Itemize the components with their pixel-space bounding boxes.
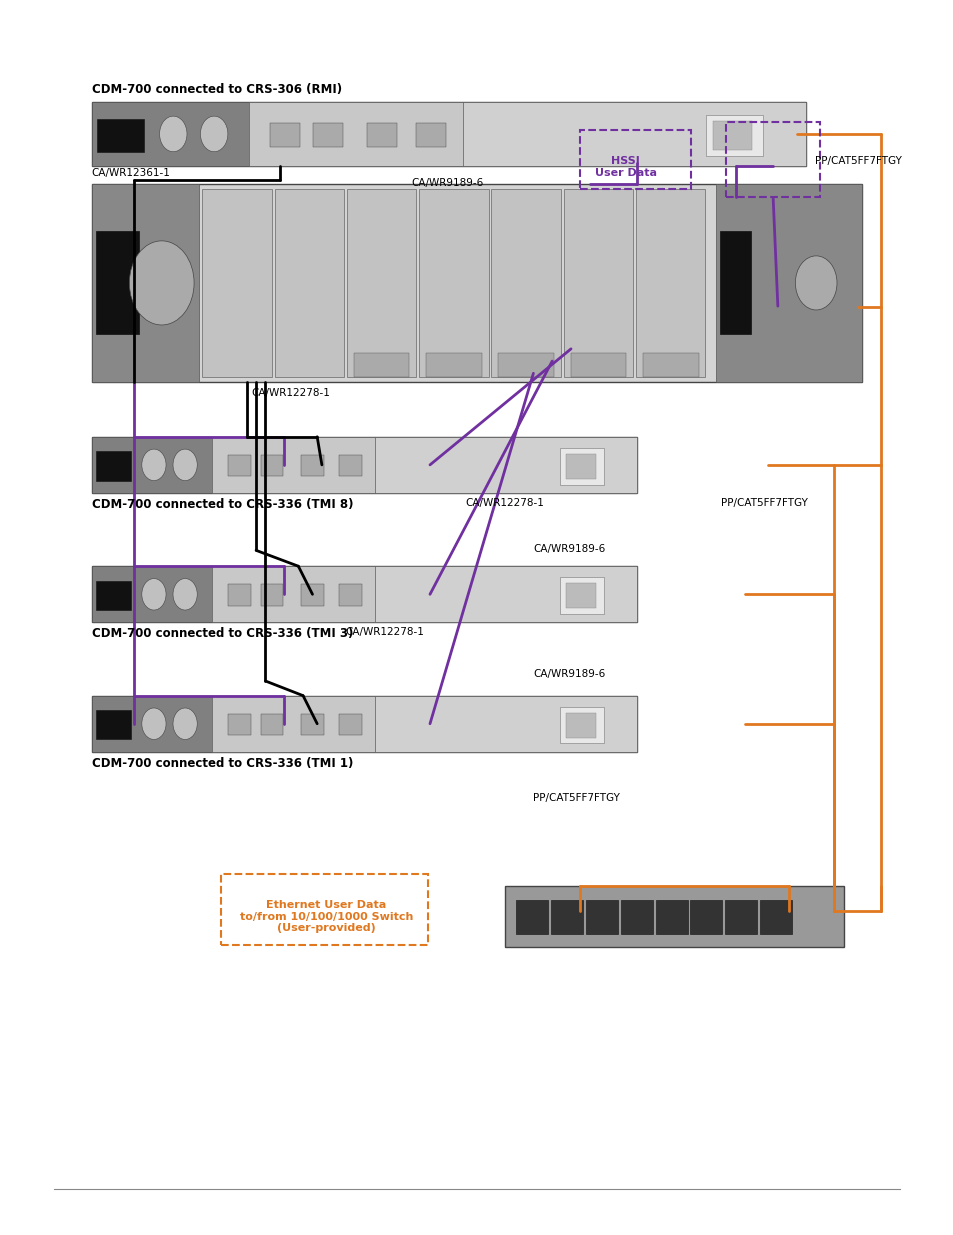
Bar — [724, 900, 757, 934]
Text: PP/CAT5FF7FTGY: PP/CAT5FF7FTGY — [533, 793, 619, 803]
Text: PP/CAT5FF7FTGY: PP/CAT5FF7FTGY — [815, 156, 902, 165]
Text: CA/WR12278-1: CA/WR12278-1 — [251, 388, 330, 398]
Bar — [249, 103, 462, 165]
Text: PP/CAT5FF7FTGY: PP/CAT5FF7FTGY — [720, 498, 807, 508]
Bar — [565, 453, 596, 479]
Ellipse shape — [795, 256, 836, 310]
Ellipse shape — [130, 241, 193, 325]
Bar — [274, 189, 344, 377]
Bar — [338, 584, 361, 605]
Bar — [270, 122, 300, 147]
Bar — [713, 121, 752, 149]
Bar — [96, 580, 132, 610]
Bar — [301, 714, 324, 735]
Bar — [560, 448, 603, 484]
Bar — [260, 714, 283, 735]
Bar — [221, 874, 428, 945]
Bar — [375, 437, 637, 493]
Bar — [563, 189, 633, 377]
Bar — [91, 695, 212, 752]
Bar — [354, 353, 409, 377]
Bar — [260, 584, 283, 605]
Bar — [375, 695, 637, 752]
Bar — [91, 184, 199, 382]
Bar — [560, 706, 603, 743]
Bar — [715, 184, 862, 382]
Bar — [375, 566, 637, 622]
Bar — [301, 584, 324, 605]
Bar — [97, 119, 144, 152]
Bar — [720, 231, 750, 335]
Bar — [418, 189, 488, 377]
Bar — [91, 184, 862, 382]
Bar — [228, 714, 251, 735]
Bar — [91, 103, 249, 165]
Bar — [570, 353, 625, 377]
Bar — [690, 900, 721, 934]
Bar — [212, 695, 375, 752]
Text: CA/WR9189-6: CA/WR9189-6 — [411, 178, 483, 188]
Bar — [636, 189, 704, 377]
Bar — [416, 122, 445, 147]
Bar — [366, 122, 396, 147]
Text: CA/WR9189-6: CA/WR9189-6 — [533, 545, 605, 555]
Bar — [91, 437, 212, 493]
Text: CDM-700 connected to CRS-306 (RMI): CDM-700 connected to CRS-306 (RMI) — [91, 83, 341, 96]
Ellipse shape — [172, 578, 197, 610]
Bar — [91, 695, 637, 752]
Bar — [91, 566, 637, 622]
Bar — [96, 231, 138, 335]
Bar — [212, 566, 375, 622]
Bar — [565, 583, 596, 609]
Bar — [91, 103, 805, 165]
Bar — [96, 710, 132, 740]
Bar — [491, 189, 560, 377]
Bar — [551, 900, 582, 934]
Bar — [462, 103, 805, 165]
Text: CA/WR12361-1: CA/WR12361-1 — [91, 168, 171, 178]
Bar — [565, 713, 596, 737]
Bar — [497, 353, 554, 377]
Bar — [96, 451, 132, 480]
Bar — [202, 189, 272, 377]
Bar — [505, 887, 842, 947]
Bar — [655, 900, 687, 934]
Bar — [579, 130, 691, 189]
Bar — [516, 900, 548, 934]
Text: CA/WR9189-6: CA/WR9189-6 — [533, 669, 605, 679]
Bar — [725, 122, 820, 198]
Bar — [91, 437, 637, 493]
Bar — [228, 584, 251, 605]
Bar — [228, 454, 251, 477]
Ellipse shape — [172, 450, 197, 480]
Text: HSSI
User Data: HSSI User Data — [594, 156, 656, 178]
Bar — [585, 900, 618, 934]
Ellipse shape — [159, 116, 187, 152]
Text: CDM-700 connected to CRS-336 (TMI 3): CDM-700 connected to CRS-336 (TMI 3) — [91, 627, 353, 640]
Bar — [301, 454, 324, 477]
Ellipse shape — [142, 450, 166, 480]
Ellipse shape — [142, 708, 166, 740]
Ellipse shape — [172, 708, 197, 740]
Bar — [760, 900, 791, 934]
Bar — [642, 353, 698, 377]
Bar — [212, 437, 375, 493]
Bar — [705, 115, 762, 156]
Bar — [338, 714, 361, 735]
Bar — [620, 900, 652, 934]
Text: CA/WR12278-1: CA/WR12278-1 — [465, 498, 544, 508]
Bar — [347, 189, 416, 377]
Bar — [313, 122, 343, 147]
Bar — [560, 578, 603, 614]
Bar — [91, 566, 212, 622]
Ellipse shape — [142, 578, 166, 610]
Text: CDM-700 connected to CRS-336 (TMI 8): CDM-700 connected to CRS-336 (TMI 8) — [91, 498, 353, 511]
Bar — [338, 454, 361, 477]
Text: CA/WR12278-1: CA/WR12278-1 — [345, 627, 424, 637]
Bar — [426, 353, 481, 377]
Bar — [260, 454, 283, 477]
Text: CDM-700 connected to CRS-336 (TMI 1): CDM-700 connected to CRS-336 (TMI 1) — [91, 757, 353, 769]
Ellipse shape — [200, 116, 228, 152]
Text: Ethernet User Data
to/from 10/100/1000 Switch
(User-provided): Ethernet User Data to/from 10/100/1000 S… — [239, 900, 413, 934]
